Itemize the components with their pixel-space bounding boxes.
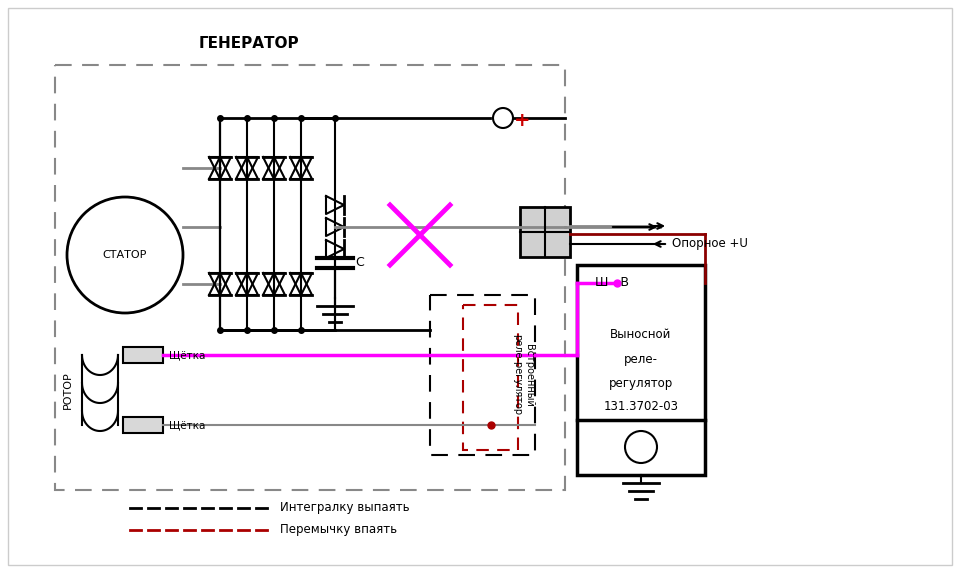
Text: РОТОР: РОТОР xyxy=(63,371,73,409)
Bar xyxy=(430,295,535,455)
Text: Щётка: Щётка xyxy=(169,350,205,360)
Text: Интегралку выпаять: Интегралку выпаять xyxy=(280,501,410,515)
Text: регулятор: регулятор xyxy=(609,376,673,390)
Text: Встроенный
реле-регулятор: Встроенный реле-регулятор xyxy=(513,335,534,415)
Bar xyxy=(55,65,565,490)
Text: реле-: реле- xyxy=(624,354,658,367)
Text: Опорное +U: Опорное +U xyxy=(672,237,748,250)
Bar xyxy=(463,305,518,450)
Bar xyxy=(577,265,705,475)
Text: Щётка: Щётка xyxy=(169,420,205,430)
Text: +: + xyxy=(514,111,530,129)
Text: СТАТОР: СТАТОР xyxy=(103,250,147,260)
Text: Выносной: Выносной xyxy=(611,328,672,342)
Bar xyxy=(123,417,163,433)
Text: Перемычку впаять: Перемычку впаять xyxy=(280,524,397,536)
Text: C: C xyxy=(355,257,364,269)
Text: ГЕНЕРАТОР: ГЕНЕРАТОР xyxy=(199,36,300,51)
Text: 131.3702-03: 131.3702-03 xyxy=(604,399,679,413)
Bar xyxy=(520,207,570,257)
Text: Ш   В: Ш В xyxy=(595,277,629,289)
Bar xyxy=(123,347,163,363)
